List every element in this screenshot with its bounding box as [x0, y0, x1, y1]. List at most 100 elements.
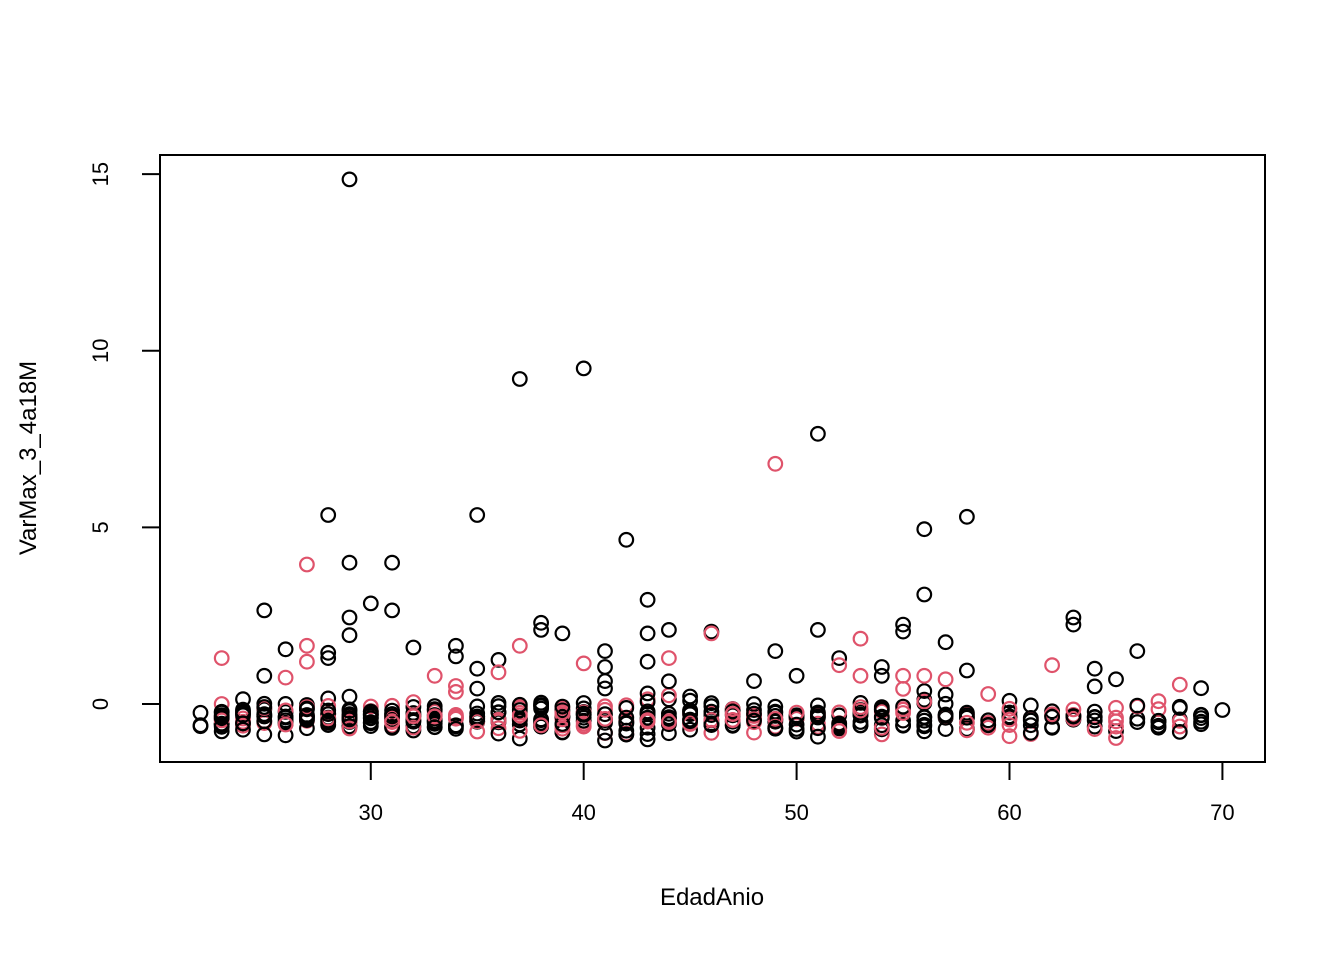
- data-point: [661, 714, 677, 730]
- data-point: [1171, 676, 1188, 693]
- data-point: [1065, 609, 1082, 626]
- data-point: [448, 648, 464, 665]
- data-point: [873, 710, 890, 726]
- data-point: [1150, 701, 1167, 718]
- data-point: [277, 669, 294, 686]
- data-point: [767, 698, 784, 715]
- data-point: [1065, 708, 1082, 725]
- data-point: [1001, 728, 1018, 745]
- data-point: [256, 726, 273, 743]
- data-point: [1214, 702, 1231, 718]
- data-point: [490, 664, 507, 681]
- data-point: [831, 715, 848, 732]
- data-point: [597, 711, 613, 727]
- data-point: [788, 704, 805, 721]
- data-point: [1022, 710, 1039, 726]
- data-point: [533, 622, 549, 638]
- data-point: [916, 693, 933, 710]
- data-point: [1193, 716, 1209, 733]
- data-point: [575, 655, 592, 672]
- data-point: [810, 622, 826, 638]
- data-point: [1129, 714, 1146, 730]
- data-point: [469, 660, 486, 677]
- y-axis-label: VarMax_3_4a18M: [15, 361, 42, 555]
- data-point: [1001, 692, 1018, 709]
- data-point: [341, 627, 358, 644]
- data-point: [469, 507, 486, 523]
- data-point: [810, 728, 826, 745]
- data-point: [852, 667, 869, 684]
- data-point: [895, 698, 911, 715]
- data-point: [703, 695, 720, 712]
- y-tick-label: 10: [88, 338, 113, 362]
- data-point: [554, 716, 571, 732]
- data-point: [724, 705, 741, 722]
- data-point: [873, 702, 890, 718]
- data-point: [767, 703, 784, 720]
- data-point: [511, 637, 528, 654]
- data-point: [511, 730, 528, 747]
- data-point: [1086, 678, 1103, 695]
- data-point: [639, 625, 656, 642]
- data-point: [490, 652, 507, 668]
- data-point: [256, 706, 273, 722]
- data-point: [575, 695, 592, 711]
- data-point: [661, 709, 677, 726]
- data-point: [1150, 719, 1167, 736]
- data-point: [299, 637, 315, 654]
- data-point: [299, 653, 315, 670]
- data-point: [831, 657, 848, 674]
- data-point: [639, 693, 656, 710]
- data-point: [1001, 717, 1018, 733]
- data-point: [1044, 657, 1060, 674]
- data-point: [1108, 671, 1124, 688]
- data-point: [277, 712, 294, 729]
- data-point: [916, 716, 933, 733]
- data-point: [682, 692, 698, 709]
- x-tick-label: 50: [784, 800, 808, 825]
- data-point: [1129, 643, 1146, 659]
- data-point: [426, 667, 443, 684]
- data-point: [1150, 693, 1167, 710]
- x-tick-label: 70: [1210, 800, 1234, 825]
- data-point: [405, 719, 422, 736]
- data-point: [937, 695, 954, 712]
- data-point: [469, 680, 486, 697]
- data-point: [937, 706, 954, 723]
- data-point: [767, 455, 784, 472]
- data-point: [1086, 660, 1103, 677]
- data-point: [1150, 713, 1167, 729]
- data-point: [597, 732, 613, 749]
- data-point: [618, 714, 635, 731]
- data-point: [1065, 616, 1082, 633]
- data-point: [682, 713, 698, 730]
- data-point: [235, 707, 251, 724]
- data-point: [490, 704, 507, 721]
- data-point: [299, 707, 315, 723]
- data-point: [937, 686, 954, 703]
- data-point: [895, 616, 911, 633]
- data-point: [1193, 707, 1209, 724]
- data-point: [959, 508, 975, 525]
- data-point: [320, 702, 337, 719]
- data-point: [448, 684, 464, 700]
- data-point: [320, 650, 337, 666]
- data-point: [937, 634, 954, 651]
- data-point: [341, 171, 358, 188]
- data-point: [384, 554, 401, 571]
- data-point: [618, 700, 635, 716]
- data-point: [469, 723, 486, 740]
- data-point: [554, 704, 571, 721]
- data-point: [746, 712, 762, 729]
- data-point: [320, 644, 337, 661]
- data-point: [533, 717, 549, 734]
- data-point: [767, 710, 784, 727]
- data-point: [362, 710, 379, 726]
- data-point: [618, 531, 635, 548]
- data-point: [852, 714, 869, 730]
- x-tick-label: 30: [359, 800, 383, 825]
- data-point: [362, 715, 379, 731]
